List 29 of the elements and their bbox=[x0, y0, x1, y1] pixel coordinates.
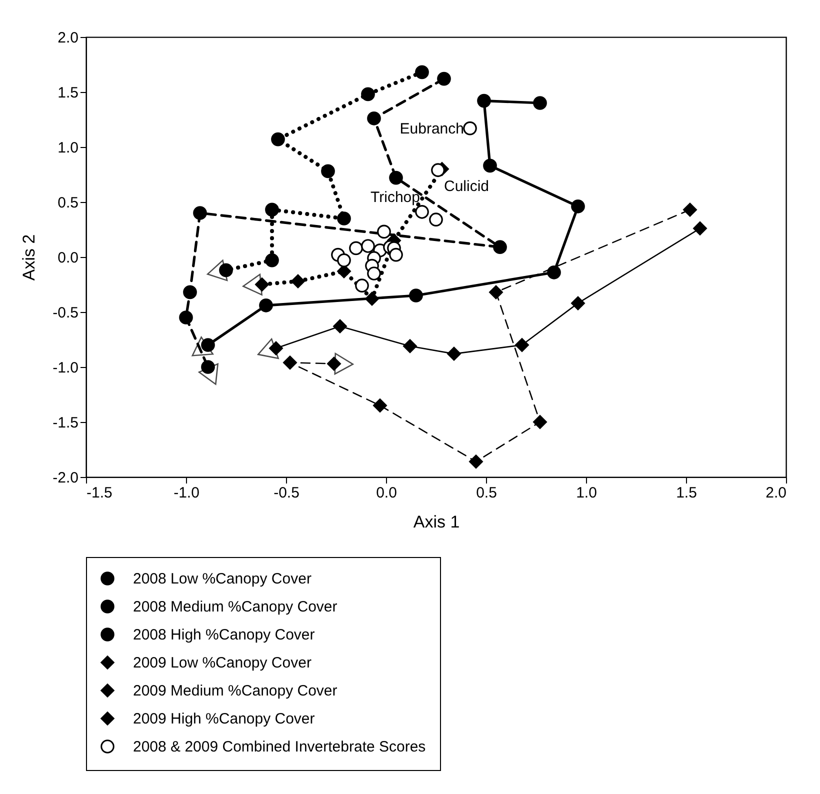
legend-label: 2009 Low %Canopy Cover bbox=[133, 654, 312, 672]
x-tick-label: -0.5 bbox=[274, 484, 300, 502]
y-tick-label: -1.5 bbox=[52, 414, 78, 432]
y-tick-label: 2.0 bbox=[58, 30, 78, 46]
x-tick-label: -1.0 bbox=[174, 484, 200, 502]
y-tick-label: 1.0 bbox=[58, 140, 78, 156]
legend-label: 2009 Medium %Canopy Cover bbox=[133, 682, 338, 700]
annotation: Trichop bbox=[370, 188, 420, 206]
y-tick-label: 0.0 bbox=[58, 250, 78, 266]
legend-label: 2008 Medium %Canopy Cover bbox=[133, 598, 338, 616]
legend-label: 2008 Low %Canopy Cover bbox=[133, 570, 312, 588]
annotation: Culicid bbox=[444, 178, 490, 196]
x-tick-label: 2.0 bbox=[766, 484, 786, 502]
x-tick-label: 0.5 bbox=[476, 484, 497, 502]
x-axis-title: Axis 1 bbox=[413, 512, 460, 532]
x-tick-label: 0.0 bbox=[376, 484, 397, 502]
y-tick-label: 1.5 bbox=[58, 84, 78, 102]
y-tick-label: -1.0 bbox=[52, 360, 78, 376]
legend-label: 2008 & 2009 Combined Invertebrate Scores bbox=[133, 738, 426, 756]
annotation: Eubranch bbox=[400, 120, 464, 138]
x-tick-label: 1.0 bbox=[576, 484, 597, 502]
legend-label: 2009 High %Canopy Cover bbox=[133, 710, 315, 728]
y-tick-label: -0.5 bbox=[52, 304, 78, 322]
y-tick-label: 0.5 bbox=[58, 194, 78, 212]
y-tick-label: -2.0 bbox=[52, 470, 78, 486]
legend-label: 2008 High %Canopy Cover bbox=[133, 626, 315, 644]
y-axis-title: Axis 2 bbox=[20, 234, 39, 281]
x-tick-label: -1.5 bbox=[86, 484, 112, 502]
x-tick-label: 1.5 bbox=[676, 484, 697, 502]
